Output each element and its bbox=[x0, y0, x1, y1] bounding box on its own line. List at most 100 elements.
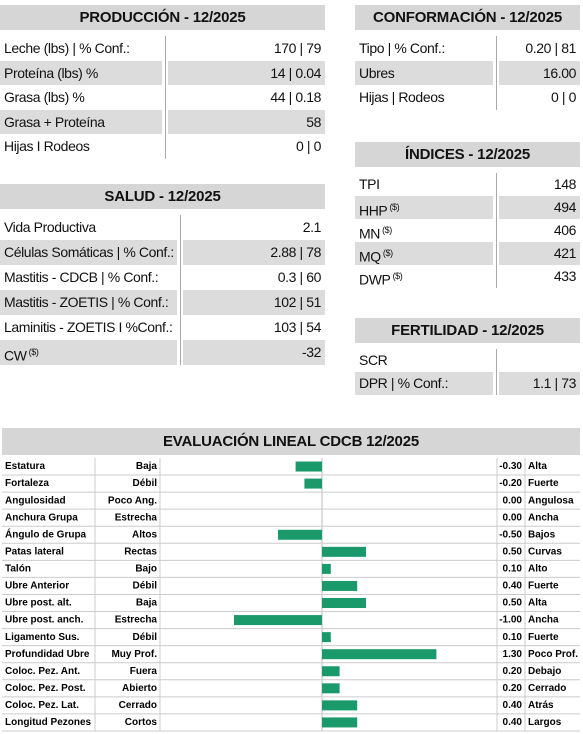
trait-high: Bajos bbox=[528, 529, 556, 540]
label-text: Mastitis - CDCB | % Conf.: bbox=[4, 269, 159, 285]
row-label: Mastitis - CDCB | % Conf.: bbox=[0, 265, 177, 290]
row-value: 2.88 | 78 bbox=[183, 240, 325, 265]
label-text: Vida Productiva bbox=[4, 219, 96, 235]
bar bbox=[322, 598, 366, 609]
row-label: Hijas I Rodeos bbox=[0, 134, 162, 159]
label-text: Tipo | % Conf.: bbox=[359, 40, 445, 56]
trait-low: Baja bbox=[136, 598, 158, 609]
trait-high: Alto bbox=[528, 564, 547, 575]
row-label: Mastitis - ZOETIS | % Conf.: bbox=[0, 290, 177, 315]
row-value: 103 | 54 bbox=[273, 319, 322, 335]
trait-high: Fuerte bbox=[528, 478, 559, 489]
row-label: MN ($) bbox=[355, 219, 493, 242]
trait-low: Altos bbox=[132, 529, 157, 540]
trait-name: Coloc. Pez. Ant. bbox=[5, 666, 80, 677]
trait-name: Patas lateral bbox=[5, 546, 64, 557]
trait-high: Curvas bbox=[528, 546, 562, 557]
bar bbox=[322, 700, 358, 711]
trait-value: 1.30 bbox=[503, 649, 523, 660]
trait-high: Ancha bbox=[528, 615, 559, 626]
trait-value: 0.20 bbox=[503, 683, 523, 694]
bar bbox=[322, 580, 358, 591]
trait-value: 0.10 bbox=[503, 564, 523, 575]
label-text: Laminitis - ZOETIS I %Conf.: bbox=[4, 319, 173, 335]
trait-low: Cortos bbox=[125, 717, 158, 728]
bar bbox=[322, 546, 366, 557]
trait-value: 0.50 bbox=[503, 598, 523, 609]
trait-name: Coloc. Pez. Lat. bbox=[5, 700, 79, 711]
trait-value: -1.00 bbox=[499, 615, 522, 626]
row-value: 170 | 79 bbox=[273, 40, 322, 56]
trait-low: Débil bbox=[133, 632, 158, 643]
trait-name: Angulosidad bbox=[5, 495, 66, 506]
row-value: -32 bbox=[183, 340, 325, 365]
row-label: HHP ($) bbox=[355, 196, 493, 219]
row-label: DPR | % Conf.: bbox=[355, 372, 493, 395]
row-value: 494 bbox=[499, 196, 580, 219]
column-divider bbox=[180, 215, 181, 365]
trait-name: Fortaleza bbox=[5, 478, 49, 489]
bar bbox=[304, 478, 322, 489]
trait-value: 0.40 bbox=[503, 700, 523, 711]
trait-name: Longitud Pezones bbox=[5, 717, 92, 728]
row-label: MQ ($) bbox=[355, 242, 493, 265]
row-label: Hijas | Rodeos bbox=[355, 85, 493, 110]
trait-name: Ubre post. alt. bbox=[5, 598, 72, 609]
label-sup: ($) bbox=[26, 347, 39, 357]
label-text: Ubres bbox=[359, 64, 395, 81]
row-value bbox=[499, 349, 580, 372]
trait-low: Débil bbox=[133, 581, 158, 592]
row-value: 1.1 | 73 bbox=[499, 372, 580, 395]
label-text: MN bbox=[359, 225, 380, 242]
trait-name: Coloc. Pez. Post. bbox=[5, 683, 86, 694]
trait-high: Debajo bbox=[528, 666, 561, 677]
bar bbox=[322, 632, 331, 643]
trait-name: Ubre post. anch. bbox=[5, 615, 84, 626]
label-text: Grasa (lbs) % bbox=[4, 89, 85, 105]
bar bbox=[322, 666, 340, 677]
label-text: DWP bbox=[359, 271, 391, 288]
section-header: SALUD - 12/2025 bbox=[0, 184, 325, 209]
label-text: Proteína (lbs) % bbox=[4, 64, 98, 81]
trait-low: Rectas bbox=[124, 546, 157, 557]
trait-high: Poco Prof. bbox=[528, 649, 578, 660]
trait-name: Anchura Grupa bbox=[5, 512, 78, 523]
trait-high: Largos bbox=[528, 717, 562, 728]
row-label: TPI bbox=[355, 173, 493, 196]
trait-low: Estrecha bbox=[115, 512, 158, 523]
row-value: 58 bbox=[168, 109, 325, 134]
section-header: CONFORMACIÓN - 12/2025 bbox=[355, 5, 580, 30]
trait-name: Profundidad Ubre bbox=[5, 649, 90, 660]
row-label: Laminitis - ZOETIS I %Conf.: bbox=[0, 315, 177, 340]
label-text: Mastitis - ZOETIS | % Conf.: bbox=[4, 294, 169, 310]
row-label: Vida Productiva bbox=[0, 215, 177, 240]
bar bbox=[322, 563, 331, 574]
label-text: Hijas | Rodeos bbox=[359, 89, 445, 105]
bar bbox=[234, 615, 322, 626]
row-value: 44 | 0.18 bbox=[270, 89, 321, 105]
row-value: 433 bbox=[553, 268, 577, 284]
bar bbox=[322, 683, 340, 694]
label-text: DPR | % Conf.: bbox=[359, 375, 449, 391]
trait-value: 0.40 bbox=[503, 581, 523, 592]
trait-high: Cerrado bbox=[528, 683, 566, 694]
label-text: CW bbox=[4, 347, 27, 364]
trait-name: Ubre Anterior bbox=[5, 581, 69, 592]
row-value: 16.00 bbox=[499, 60, 580, 85]
label-text: Grasa + Proteína bbox=[4, 113, 105, 130]
label-text: MQ bbox=[359, 248, 381, 265]
trait-low: Débil bbox=[133, 478, 158, 489]
label-sup: ($) bbox=[380, 248, 393, 258]
trait-value: -0.20 bbox=[499, 478, 522, 489]
trait-value: 0.00 bbox=[503, 512, 523, 523]
column-divider bbox=[496, 36, 497, 110]
trait-name: Talón bbox=[5, 564, 31, 575]
bar bbox=[295, 461, 322, 472]
bar bbox=[322, 649, 437, 660]
trait-value: 0.00 bbox=[503, 495, 523, 506]
column-divider bbox=[165, 36, 166, 159]
label-text: HHP bbox=[359, 202, 388, 219]
trait-low: Bajo bbox=[135, 564, 157, 575]
